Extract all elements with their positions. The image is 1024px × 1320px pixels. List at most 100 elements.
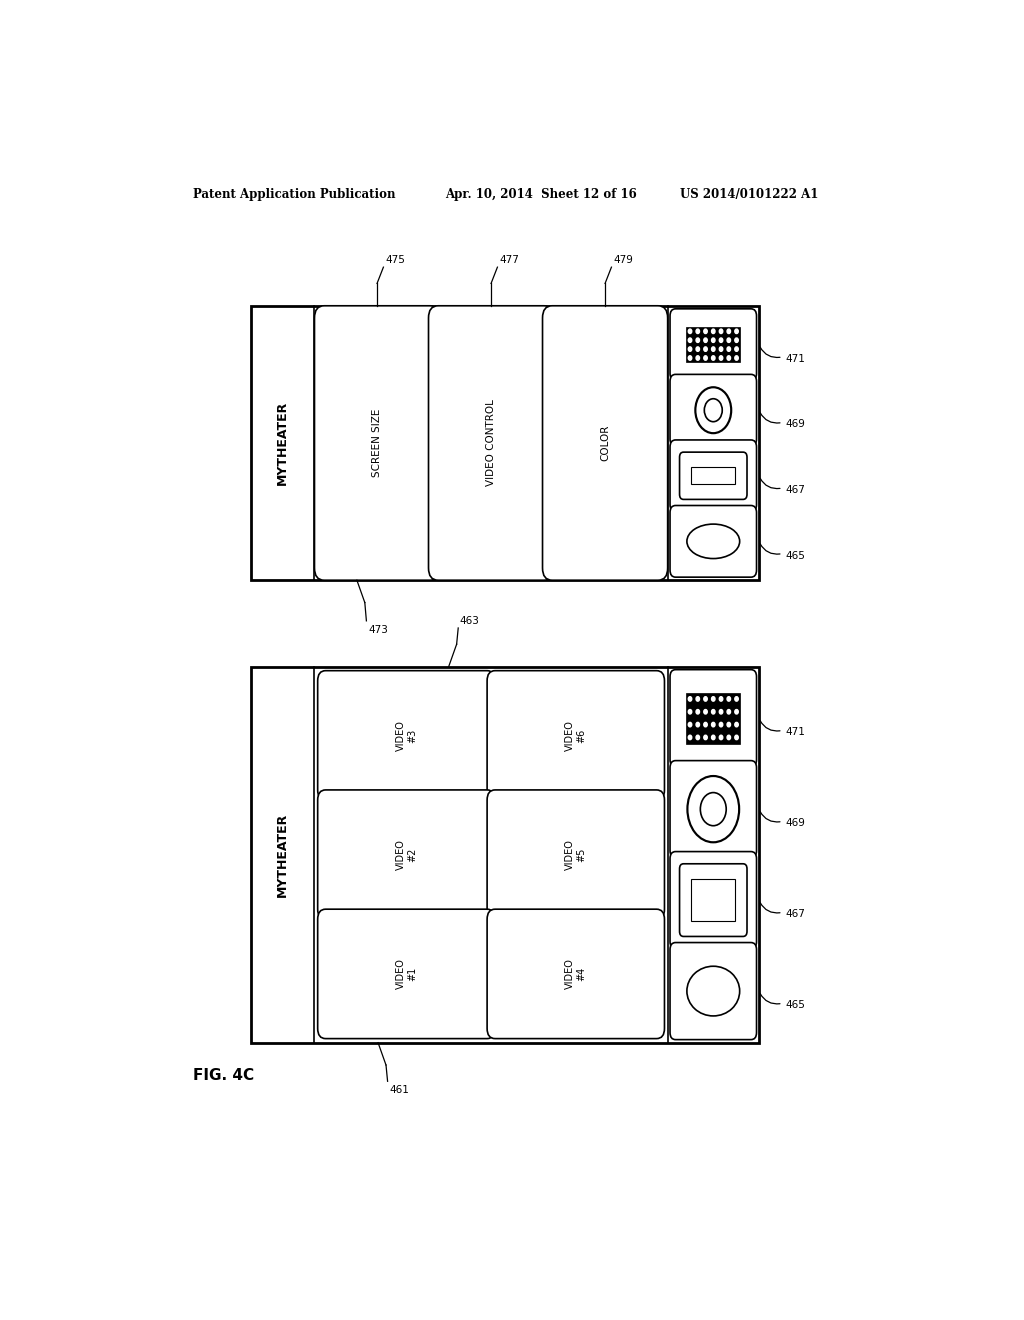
Circle shape — [703, 329, 708, 334]
Text: MYTHEATER: MYTHEATER — [276, 401, 289, 486]
Circle shape — [703, 697, 708, 701]
Circle shape — [688, 697, 692, 701]
Text: VIDEO
#4: VIDEO #4 — [565, 958, 587, 989]
Text: VIDEO
#1: VIDEO #1 — [395, 958, 417, 989]
Circle shape — [727, 735, 730, 739]
Circle shape — [703, 356, 708, 360]
Text: VIDEO
#6: VIDEO #6 — [565, 719, 587, 751]
Bar — [251, 306, 759, 581]
Bar — [251, 667, 759, 1043]
Circle shape — [696, 735, 699, 739]
Text: 465: 465 — [785, 550, 805, 561]
Text: 467: 467 — [785, 909, 805, 919]
FancyBboxPatch shape — [314, 306, 439, 581]
Circle shape — [735, 710, 738, 714]
Text: 475: 475 — [385, 255, 404, 265]
Circle shape — [688, 347, 692, 351]
Circle shape — [688, 735, 692, 739]
Circle shape — [735, 735, 738, 739]
Circle shape — [703, 347, 708, 351]
FancyBboxPatch shape — [487, 671, 665, 800]
Bar — [691, 467, 735, 484]
Text: 477: 477 — [499, 255, 519, 265]
Circle shape — [727, 697, 730, 701]
Circle shape — [712, 697, 715, 701]
Text: VIDEO
#2: VIDEO #2 — [395, 840, 417, 870]
Circle shape — [696, 710, 699, 714]
FancyBboxPatch shape — [543, 306, 668, 581]
Bar — [691, 879, 735, 921]
Circle shape — [688, 722, 692, 727]
Text: VIDEO
#5: VIDEO #5 — [565, 840, 587, 870]
Text: FIG. 4C: FIG. 4C — [194, 1068, 254, 1082]
Circle shape — [719, 338, 723, 342]
Circle shape — [735, 338, 738, 342]
FancyBboxPatch shape — [487, 789, 665, 919]
Text: 465: 465 — [785, 1001, 805, 1010]
Circle shape — [719, 329, 723, 334]
FancyBboxPatch shape — [670, 669, 757, 767]
Circle shape — [688, 329, 692, 334]
Circle shape — [719, 722, 723, 727]
FancyBboxPatch shape — [670, 375, 757, 446]
Circle shape — [727, 329, 730, 334]
Circle shape — [695, 387, 731, 433]
Text: 479: 479 — [613, 255, 633, 265]
Circle shape — [703, 710, 708, 714]
Circle shape — [703, 722, 708, 727]
Circle shape — [719, 735, 723, 739]
Circle shape — [735, 329, 738, 334]
Circle shape — [727, 347, 730, 351]
Bar — [686, 327, 740, 363]
Circle shape — [712, 356, 715, 360]
FancyBboxPatch shape — [680, 863, 748, 936]
Text: 471: 471 — [785, 354, 805, 364]
Text: VIDEO
#3: VIDEO #3 — [395, 719, 417, 751]
Circle shape — [688, 710, 692, 714]
FancyBboxPatch shape — [680, 453, 748, 499]
Circle shape — [735, 722, 738, 727]
Text: 473: 473 — [368, 624, 388, 635]
Text: Patent Application Publication: Patent Application Publication — [194, 189, 395, 202]
Circle shape — [688, 338, 692, 342]
Circle shape — [703, 338, 708, 342]
Bar — [686, 693, 740, 744]
Circle shape — [727, 356, 730, 360]
FancyBboxPatch shape — [670, 506, 757, 577]
FancyBboxPatch shape — [317, 789, 495, 919]
Circle shape — [712, 347, 715, 351]
FancyBboxPatch shape — [670, 851, 757, 949]
Text: COLOR: COLOR — [600, 425, 610, 461]
Circle shape — [719, 356, 723, 360]
Text: 469: 469 — [785, 818, 805, 829]
Circle shape — [719, 710, 723, 714]
Circle shape — [703, 735, 708, 739]
Circle shape — [712, 735, 715, 739]
Circle shape — [719, 697, 723, 701]
Circle shape — [727, 710, 730, 714]
FancyBboxPatch shape — [317, 671, 495, 800]
Circle shape — [696, 697, 699, 701]
Circle shape — [735, 697, 738, 701]
FancyBboxPatch shape — [428, 306, 554, 581]
Text: 461: 461 — [389, 1085, 409, 1096]
Text: VIDEO CONTROL: VIDEO CONTROL — [486, 400, 496, 487]
Circle shape — [727, 338, 730, 342]
Text: 469: 469 — [785, 420, 805, 429]
Circle shape — [696, 722, 699, 727]
Text: 467: 467 — [785, 484, 805, 495]
Circle shape — [705, 399, 722, 421]
Circle shape — [712, 338, 715, 342]
Text: MYTHEATER: MYTHEATER — [276, 813, 289, 896]
Circle shape — [696, 356, 699, 360]
Circle shape — [687, 776, 739, 842]
Circle shape — [696, 329, 699, 334]
Circle shape — [696, 338, 699, 342]
Circle shape — [719, 347, 723, 351]
Text: Apr. 10, 2014  Sheet 12 of 16: Apr. 10, 2014 Sheet 12 of 16 — [445, 189, 637, 202]
Circle shape — [735, 356, 738, 360]
Circle shape — [712, 329, 715, 334]
Circle shape — [700, 792, 726, 826]
Ellipse shape — [687, 966, 739, 1016]
Circle shape — [727, 722, 730, 727]
